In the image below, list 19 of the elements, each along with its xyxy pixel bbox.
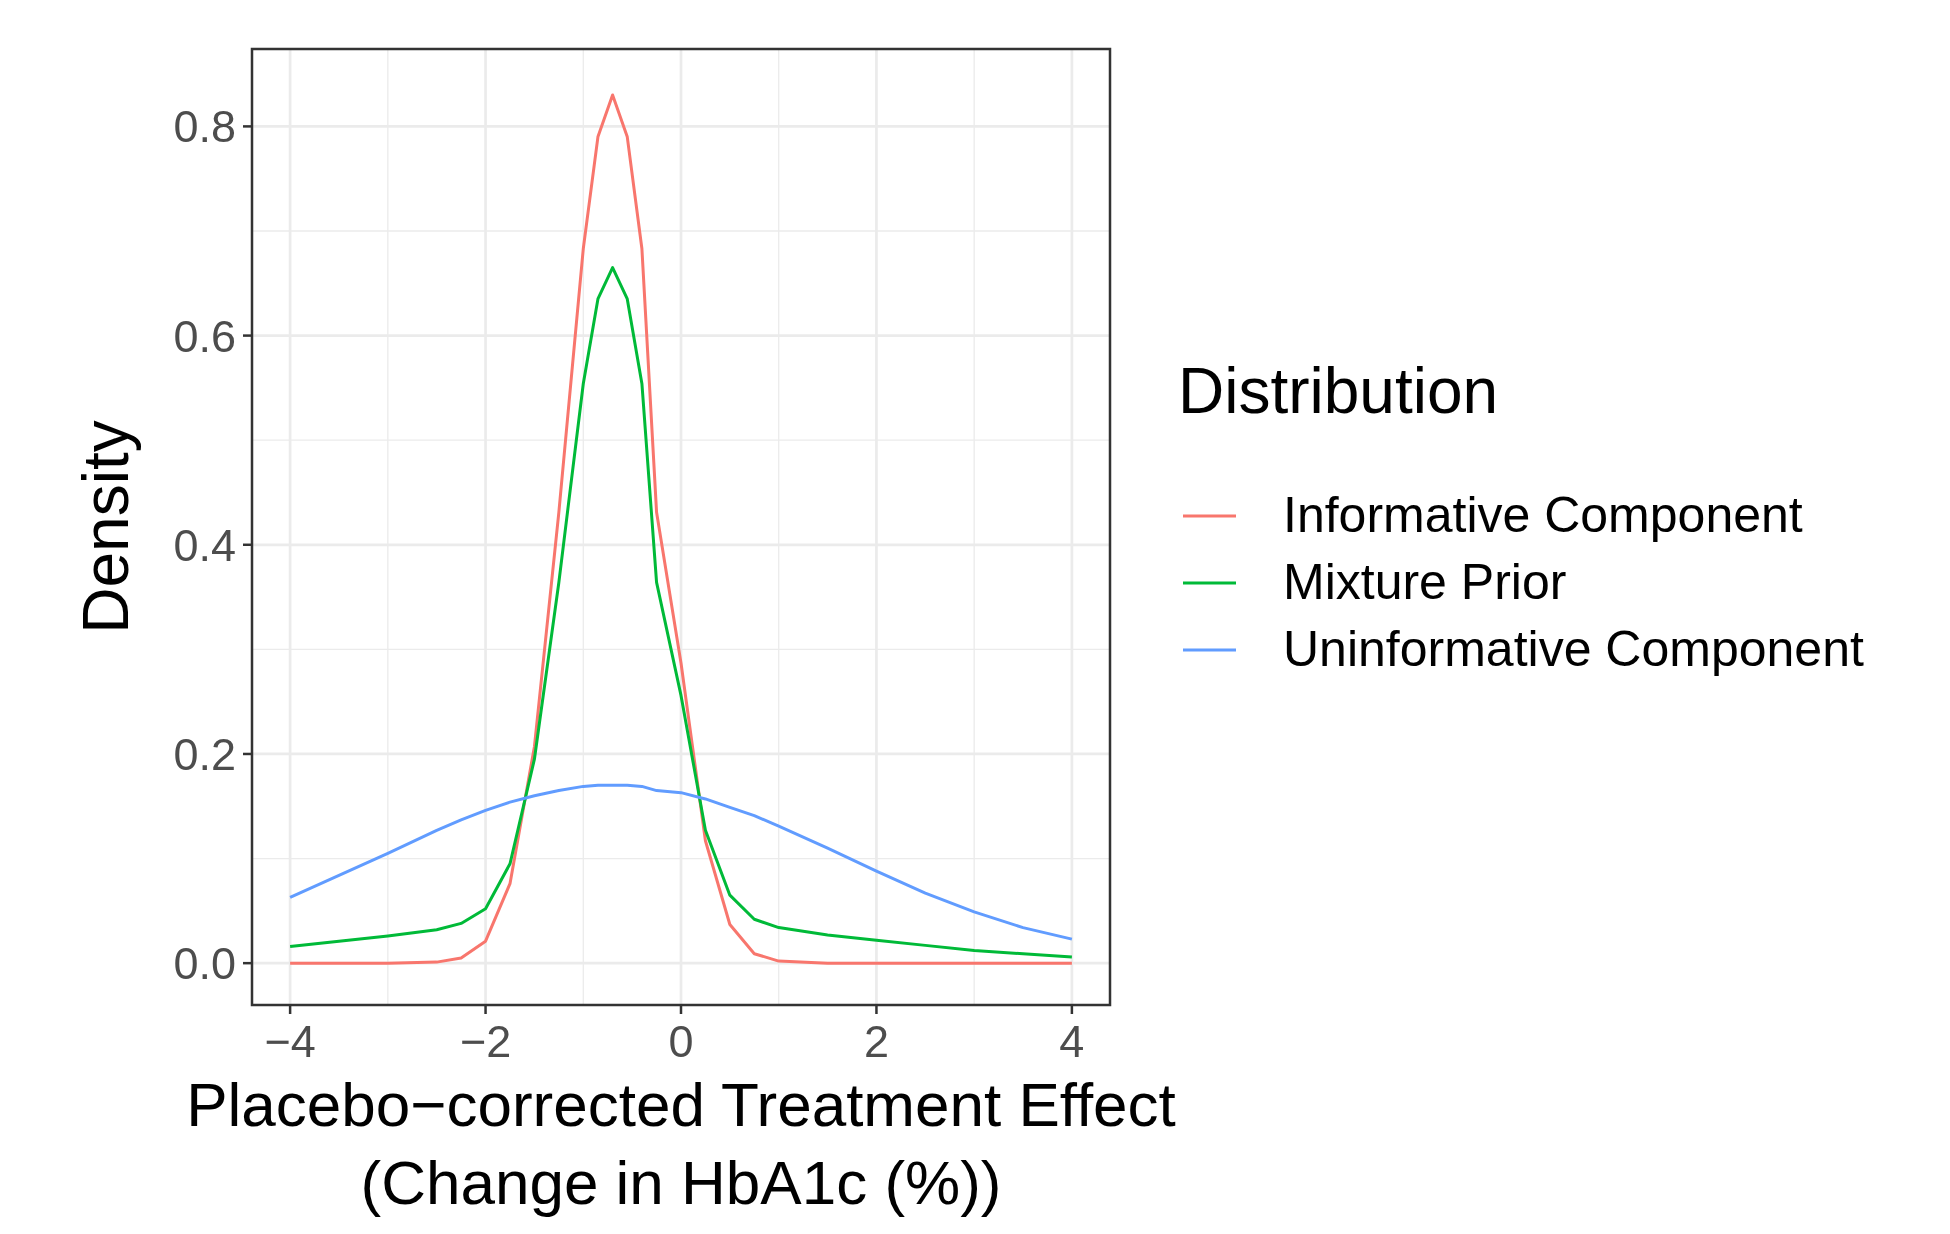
x-tick-label: 2 — [863, 1016, 889, 1067]
y-tick-label: 0.8 — [173, 101, 236, 153]
legend-label: Uninformative Component — [1283, 621, 1864, 677]
y-tick-label: 0.6 — [173, 310, 236, 362]
y-tick-label: 0.4 — [173, 519, 236, 571]
x-tick-label: 0 — [668, 1016, 694, 1067]
x-tick-label: −2 — [459, 1016, 512, 1067]
line-series — [288, 783, 1074, 941]
y-tick-label: 0.2 — [173, 728, 236, 780]
y-axis-title: Density — [70, 420, 142, 634]
x-tick-label: 4 — [1059, 1016, 1085, 1067]
legend-label: Informative Component — [1283, 487, 1803, 543]
line-series — [288, 266, 1074, 959]
x-tick-label: −4 — [264, 1016, 316, 1067]
y-tick-label: 0.0 — [173, 938, 236, 990]
line-series — [288, 93, 1074, 965]
legend-label: Mixture Prior — [1283, 554, 1567, 610]
x-axis-title: Placebo−corrected Treatment Effect (Change in HbA1c (%)) — [186, 1070, 1176, 1217]
legend-title: Distribution — [1178, 355, 1499, 427]
